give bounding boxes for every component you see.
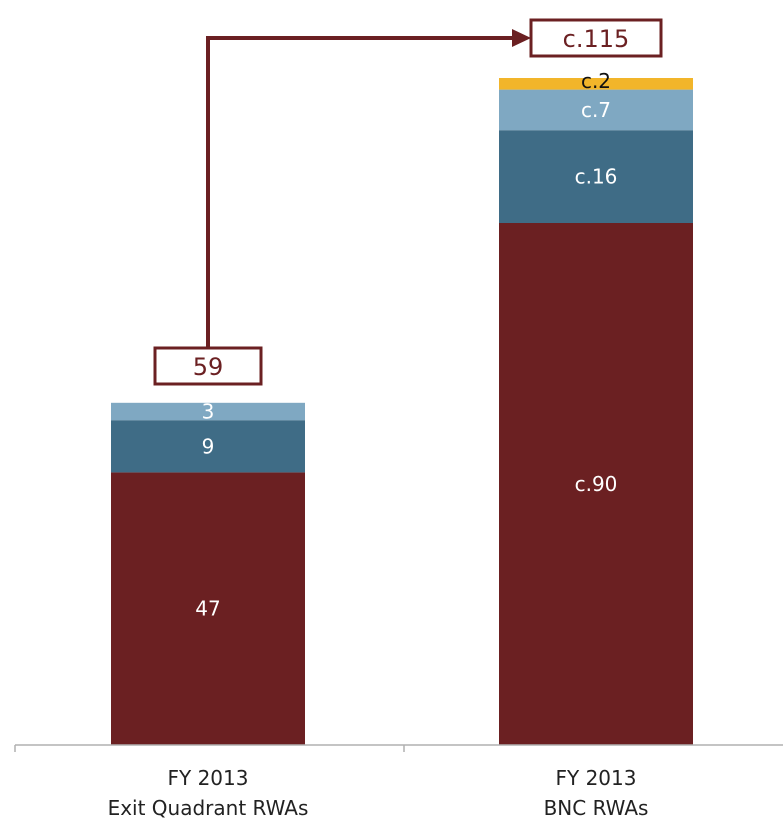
growth-arrow-head [512,29,531,47]
growth-arrow-group [206,29,531,348]
bar-segment-s3-cat1 [111,402,305,421]
segment-label-s1-cat2: c.90 [575,472,618,496]
category-label-2-line-1: FY 2013 [556,766,637,790]
category-label-2-line-2: BNC RWAs [544,796,649,820]
x-axis: FY 2013 Exit Quadrant RWAs FY 2013 BNC RWAs [14,744,783,820]
bar-segment-s1-cat1 [111,472,305,745]
category-label-1-line-2: Exit Quadrant RWAs [108,796,309,820]
segment-label-s2-cat1: 9 [202,434,215,458]
bar-segment-s1-cat2 [499,223,693,745]
bar-segment-s2-cat2 [499,130,693,223]
bars-group: 47 9 3 c.90 c.16 c.7 c.2 [111,69,693,745]
category-label-1-line-1: FY 2013 [168,766,249,790]
bar-segment-s4-cat2 [499,78,693,90]
total-label-1: 59 [193,353,224,381]
bar-segment-s2-cat1 [111,420,305,473]
totals-group: 59 c.115 [153,18,663,386]
segment-label-s3-cat1: 3 [202,400,215,424]
segment-label-s1-cat1: 47 [195,597,220,621]
total-box-2 [529,18,663,58]
segment-label-s2-cat2: c.16 [575,165,618,189]
segment-label-s3-cat2: c.7 [581,98,611,122]
growth-arrow-line [206,36,516,348]
bar-segment-s3-cat2 [499,89,693,131]
total-box-1 [153,346,263,386]
segment-label-s4-cat2: c.2 [581,69,611,93]
total-label-2: c.115 [563,25,630,53]
